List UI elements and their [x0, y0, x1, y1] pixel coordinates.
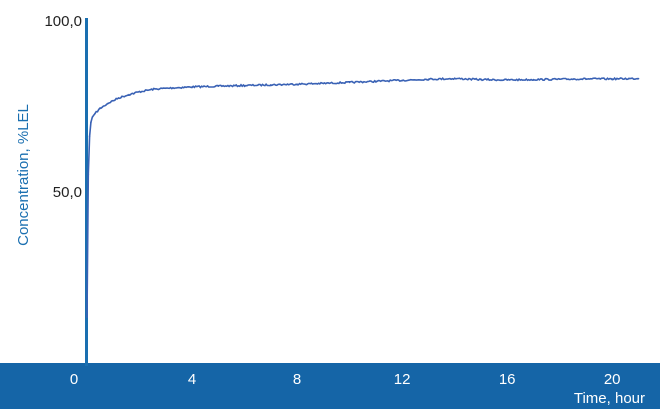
data-point: [322, 82, 325, 85]
data-point: [128, 93, 130, 96]
data-point: [427, 78, 430, 80]
data-point: [117, 97, 120, 99]
x-axis-ticks: 0 4 8 12 16 20: [70, 371, 621, 388]
data-point: [151, 88, 154, 91]
y-tick-label: 100,0: [44, 13, 82, 30]
data-point: [611, 78, 613, 80]
series-line: [86, 76, 639, 318]
data-point: [558, 78, 561, 80]
data-point: [637, 77, 640, 80]
series-points: [86, 77, 640, 319]
data-point: [217, 85, 220, 87]
data-point: [348, 81, 351, 84]
data-point: [99, 107, 101, 110]
data-point: [138, 91, 141, 93]
x-tick-label: 16: [499, 371, 516, 388]
data-point: [506, 79, 509, 81]
data-point: [191, 86, 193, 88]
data-point: [94, 112, 96, 115]
y-axis-label: Concentration, %LEL: [15, 104, 32, 246]
y-axis-ticks: 50,0 100,0: [44, 13, 82, 201]
data-point: [243, 84, 246, 87]
data-point: [91, 116, 94, 118]
y-tick-label: 50,0: [53, 184, 82, 201]
data-point: [401, 79, 403, 82]
x-tick-label: 8: [293, 371, 301, 388]
x-axis-label: Time, hour: [574, 390, 645, 407]
data-point: [90, 121, 92, 124]
x-tick-label: 12: [394, 371, 411, 388]
x-tick-label: 20: [604, 371, 621, 388]
data-point: [453, 77, 456, 80]
data-point: [532, 78, 535, 81]
data-point: [480, 78, 482, 81]
data-point: [87, 173, 90, 176]
x-tick-label: 4: [188, 371, 196, 388]
data-point: [296, 83, 298, 85]
data-point: [88, 135, 91, 138]
data-point: [107, 102, 109, 105]
data-point: [86, 316, 88, 319]
x-axis-band: [0, 363, 660, 409]
data-point: [270, 84, 272, 86]
data-point: [165, 87, 167, 90]
data-point: [375, 80, 377, 83]
x-tick-label: 0: [70, 371, 78, 388]
y-axis-line: [85, 18, 88, 366]
data-point: [585, 78, 587, 80]
